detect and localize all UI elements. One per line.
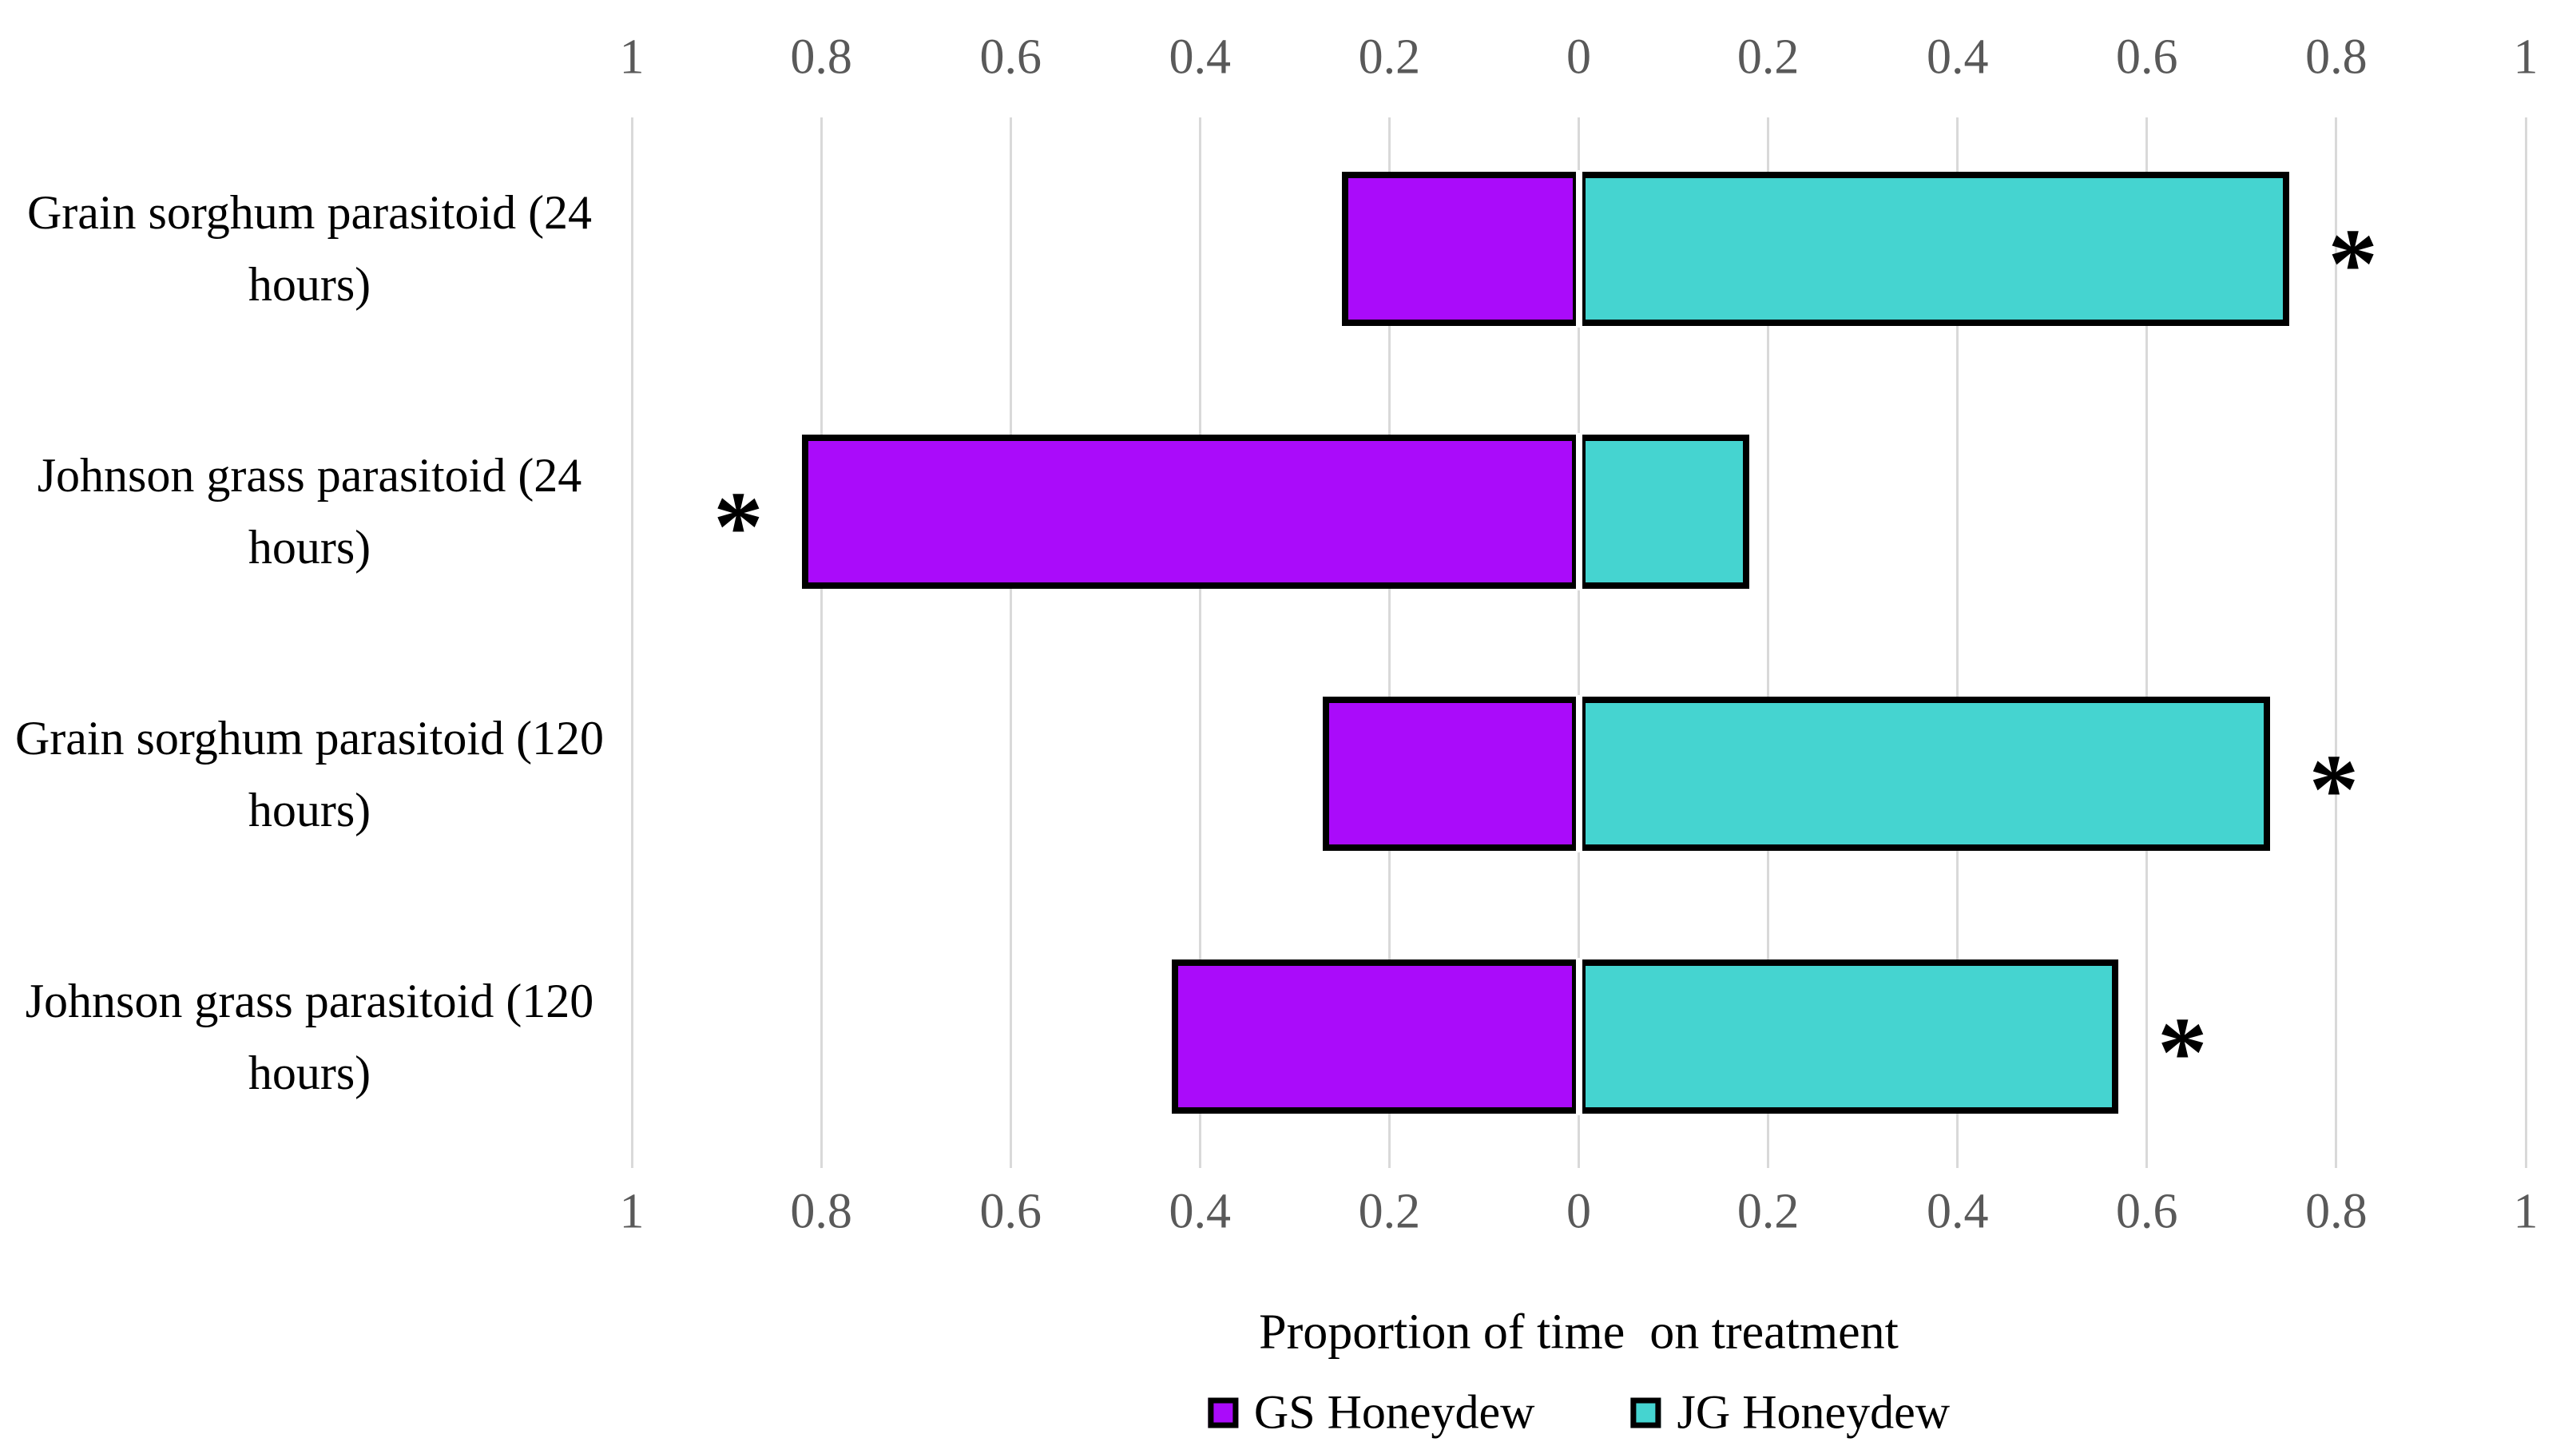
- top-axis-tick-label: 0.4: [1169, 30, 1232, 85]
- gridline: [2145, 117, 2149, 1168]
- bottom-axis-tick-label: 1: [619, 1184, 645, 1239]
- x-axis-title: Proportion of time on treatment: [1259, 1305, 1899, 1360]
- gridline: [630, 117, 633, 1168]
- legend: GS Honeydew JG Honeydew: [1207, 1385, 1951, 1440]
- bottom-axis-tick-label: 1: [2513, 1184, 2538, 1239]
- top-axis-tick-label: 0.2: [1358, 30, 1421, 85]
- top-axis-tick-label: 0.8: [790, 30, 852, 85]
- top-axis-tick-label: 0.6: [2116, 30, 2178, 85]
- significance-asterisk: *: [713, 472, 764, 583]
- gridline: [820, 117, 823, 1168]
- category-label: Johnson grass parasitoid (24 hours): [37, 449, 582, 574]
- bottom-axis-tick-label: 0.2: [1358, 1184, 1421, 1239]
- bottom-axis-tick-label: 0.8: [790, 1184, 852, 1239]
- category-label: Johnson grass parasitoid (120 hours): [25, 974, 594, 1099]
- significance-asterisk: *: [2308, 734, 2360, 845]
- bottom-axis-tick-label: 0.4: [1169, 1184, 1232, 1239]
- bottom-axis-tick-label: 0.8: [2305, 1184, 2368, 1239]
- legend-item: GS Honeydew: [1207, 1385, 1535, 1440]
- category-label: Grain sorghum parasitoid (24 hours): [26, 186, 593, 312]
- top-axis-tick-label: 1: [2513, 30, 2538, 85]
- bar-jg-honeydew: [1578, 171, 2289, 326]
- bottom-axis-tick-label: 0.6: [2116, 1184, 2178, 1239]
- zero-axis-line: [1575, 432, 1582, 590]
- bar-gs-honeydew: [802, 434, 1579, 589]
- bar-jg-honeydew: [1578, 959, 2119, 1114]
- gridline: [1009, 117, 1012, 1168]
- bar-gs-honeydew: [1323, 697, 1579, 852]
- top-axis-tick-label: 0: [1566, 30, 1591, 85]
- top-axis-tick-label: 0.6: [979, 30, 1042, 85]
- bottom-axis-tick-label: 0: [1566, 1184, 1591, 1239]
- bottom-axis-tick-label: 0.4: [1926, 1184, 1989, 1239]
- bar-jg-honeydew: [1578, 697, 2270, 852]
- gridline: [1956, 117, 1959, 1168]
- bar-gs-honeydew: [1342, 171, 1579, 326]
- legend-swatch-jg-honeydew: [1630, 1397, 1661, 1428]
- legend-swatch-gs-honeydew: [1207, 1397, 1238, 1428]
- legend-item: JG Honeydew: [1630, 1385, 1951, 1440]
- significance-asterisk: *: [2157, 997, 2208, 1108]
- gridline: [1578, 117, 1580, 1168]
- bottom-axis-tick-label: 0.6: [979, 1184, 1042, 1239]
- gridline: [1387, 117, 1391, 1168]
- zero-axis-line: [1575, 695, 1582, 853]
- significance-asterisk: *: [2328, 209, 2378, 320]
- category-label: Grain sorghum parasitoid (120 hours): [14, 711, 605, 836]
- bar-jg-honeydew: [1578, 434, 1749, 589]
- legend-label: GS Honeydew: [1253, 1385, 1535, 1439]
- top-axis-tick-label: 0.2: [1737, 30, 1800, 85]
- top-axis-tick-label: 0.4: [1926, 30, 1989, 85]
- gridline: [1767, 117, 1770, 1168]
- gridline: [1198, 117, 1201, 1168]
- bottom-axis-tick-label: 0.2: [1737, 1184, 1800, 1239]
- bar-gs-honeydew: [1171, 959, 1579, 1114]
- zero-axis-line: [1575, 958, 1582, 1116]
- top-axis-tick-label: 0.8: [2305, 30, 2368, 85]
- gridline: [2335, 117, 2338, 1168]
- top-axis-tick-label: 1: [619, 30, 645, 85]
- zero-axis-line: [1575, 169, 1582, 328]
- legend-label: JG Honeydew: [1677, 1385, 1951, 1439]
- gridline: [2524, 117, 2527, 1168]
